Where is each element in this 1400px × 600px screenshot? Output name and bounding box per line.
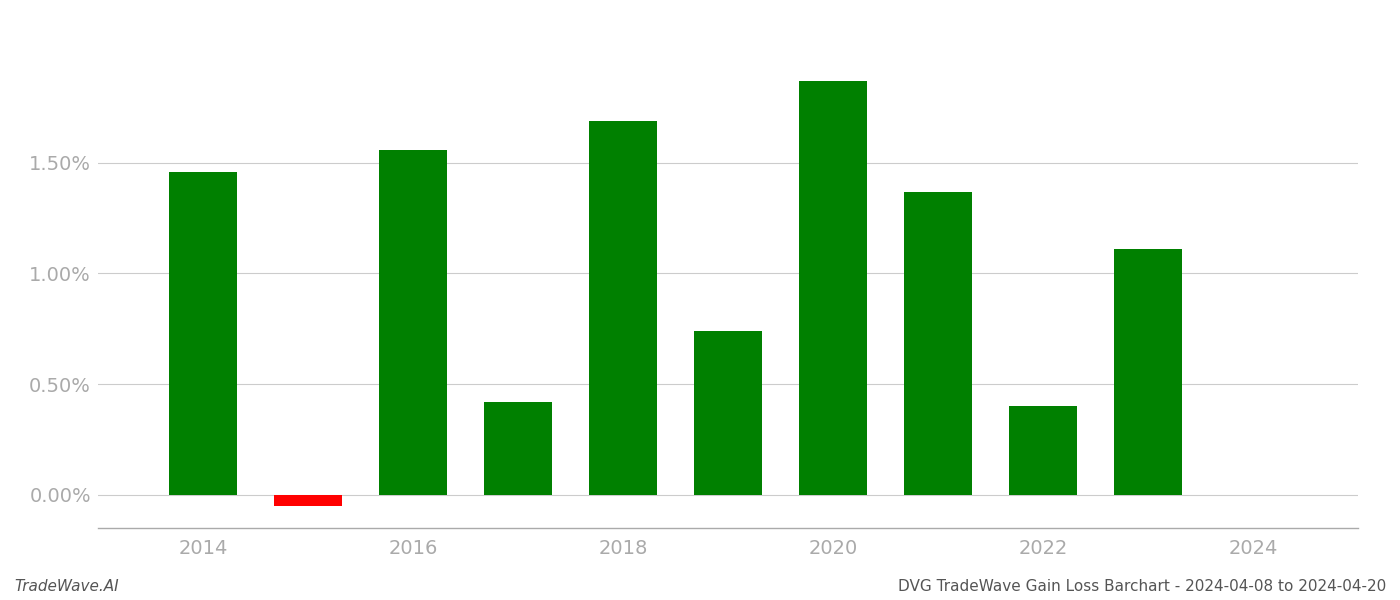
- Text: TradeWave.AI: TradeWave.AI: [14, 579, 119, 594]
- Bar: [484, 402, 552, 495]
- Bar: [694, 331, 762, 495]
- Bar: [169, 172, 237, 495]
- Bar: [274, 495, 342, 506]
- Bar: [379, 149, 447, 495]
- Bar: [1009, 406, 1077, 495]
- Bar: [589, 121, 657, 495]
- Bar: [1114, 249, 1182, 495]
- Text: DVG TradeWave Gain Loss Barchart - 2024-04-08 to 2024-04-20: DVG TradeWave Gain Loss Barchart - 2024-…: [897, 579, 1386, 594]
- Bar: [904, 191, 972, 495]
- Bar: [799, 81, 867, 495]
